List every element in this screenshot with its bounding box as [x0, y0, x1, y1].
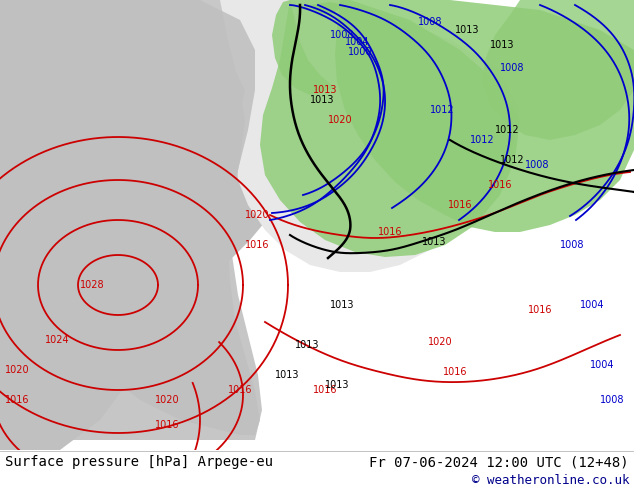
- Text: 1013: 1013: [313, 85, 337, 95]
- Text: 1028: 1028: [80, 280, 105, 290]
- Polygon shape: [260, 0, 520, 257]
- Text: 1012: 1012: [495, 125, 520, 135]
- Polygon shape: [220, 0, 520, 272]
- Polygon shape: [482, 0, 634, 140]
- Text: 1020: 1020: [5, 365, 30, 375]
- Text: 1008: 1008: [500, 63, 524, 73]
- Text: 1013: 1013: [310, 95, 335, 105]
- Polygon shape: [0, 0, 262, 440]
- Text: 1013: 1013: [422, 237, 446, 247]
- Text: 1016: 1016: [5, 395, 30, 405]
- Text: 1013: 1013: [325, 380, 349, 390]
- Text: 1020: 1020: [328, 115, 353, 125]
- Text: 1016: 1016: [443, 367, 467, 377]
- Text: 1008: 1008: [600, 395, 624, 405]
- Text: 1008: 1008: [418, 17, 443, 27]
- Text: 1004: 1004: [590, 360, 614, 370]
- Text: 1013: 1013: [490, 40, 515, 50]
- Text: 1008: 1008: [525, 160, 550, 170]
- Text: 1008: 1008: [330, 30, 354, 40]
- Text: Surface pressure [hPa] Arpege-eu: Surface pressure [hPa] Arpege-eu: [5, 455, 273, 469]
- Text: 1012: 1012: [470, 135, 495, 145]
- Text: 1013: 1013: [455, 25, 479, 35]
- Text: 1024: 1024: [45, 335, 70, 345]
- Polygon shape: [310, 2, 345, 15]
- Text: Fr 07-06-2024 12:00 UTC (12+48): Fr 07-06-2024 12:00 UTC (12+48): [370, 455, 629, 469]
- Text: 1013: 1013: [295, 340, 320, 350]
- Text: 1016: 1016: [527, 305, 552, 315]
- Text: 1004: 1004: [580, 300, 604, 310]
- Polygon shape: [0, 0, 310, 450]
- Polygon shape: [335, 0, 634, 232]
- Text: 1000: 1000: [348, 47, 373, 57]
- Text: 1016: 1016: [448, 200, 472, 210]
- Text: 1008: 1008: [560, 240, 585, 250]
- Text: 1016: 1016: [228, 385, 252, 395]
- Polygon shape: [272, 0, 335, 95]
- Text: 1016: 1016: [488, 180, 512, 190]
- Text: 1016: 1016: [313, 385, 337, 395]
- Text: 1020: 1020: [155, 395, 179, 405]
- Text: 1016: 1016: [155, 420, 179, 430]
- Polygon shape: [0, 0, 260, 435]
- Text: 1020: 1020: [428, 337, 452, 347]
- Text: 1013: 1013: [330, 300, 354, 310]
- Text: 1020: 1020: [245, 210, 269, 220]
- Text: 1004: 1004: [345, 37, 370, 47]
- Text: 1012: 1012: [430, 105, 455, 115]
- Text: 1016: 1016: [245, 240, 269, 250]
- Text: © weatheronline.co.uk: © weatheronline.co.uk: [472, 473, 629, 487]
- Text: 1013: 1013: [275, 370, 299, 380]
- Text: 1012: 1012: [500, 155, 524, 165]
- Text: 1016: 1016: [378, 227, 402, 237]
